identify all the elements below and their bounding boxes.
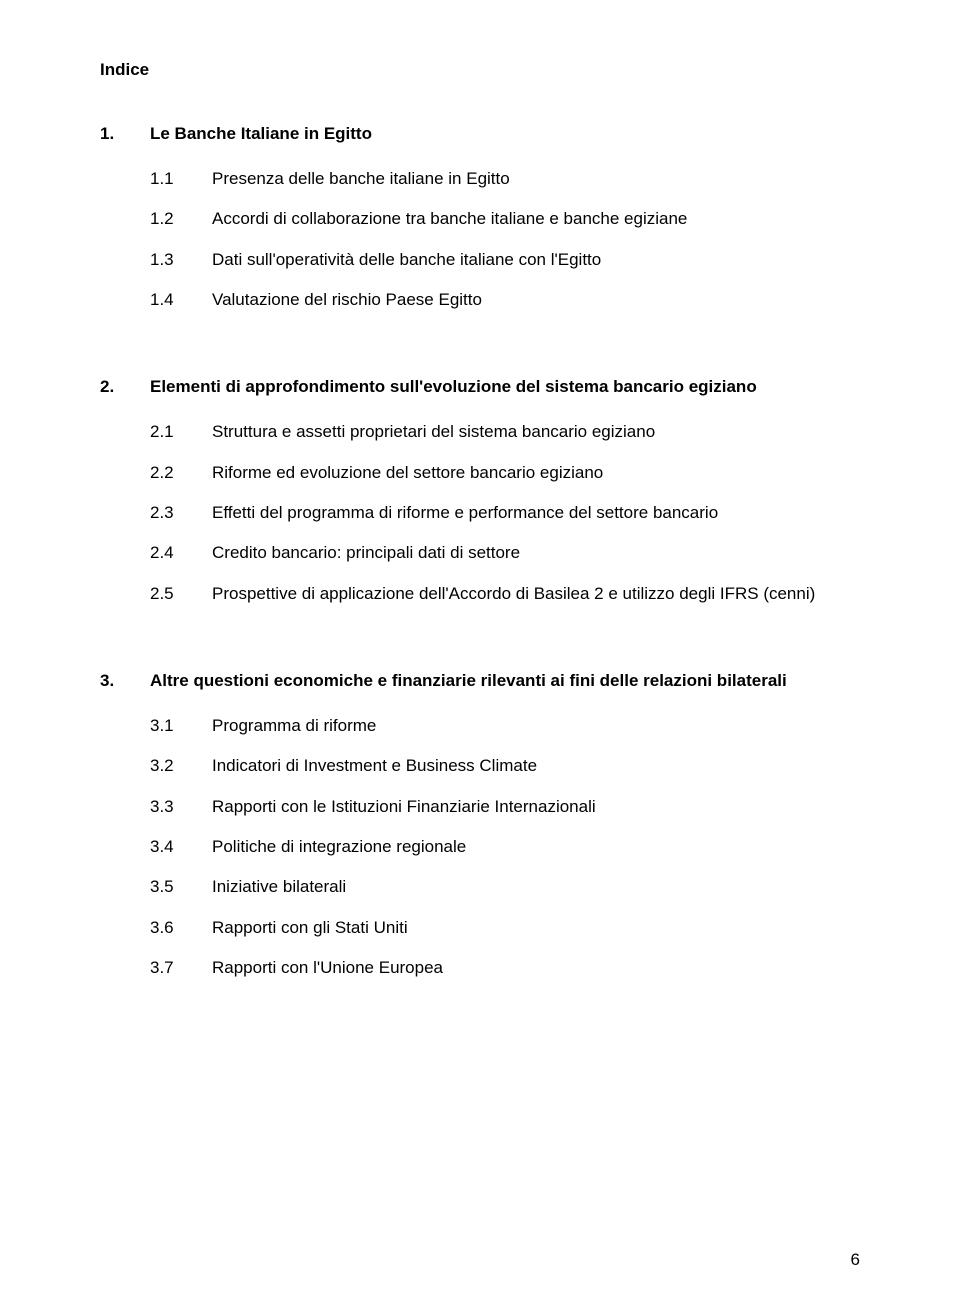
item-number: 1.1	[150, 166, 212, 192]
spacer	[100, 327, 860, 377]
toc-item: 3.4 Politiche di integrazione regionale	[100, 834, 860, 860]
item-number: 2.4	[150, 540, 212, 566]
item-text: Politiche di integrazione regionale	[212, 834, 860, 860]
toc-item: 1.4 Valutazione del rischio Paese Egitto	[100, 287, 860, 313]
item-text: Rapporti con l'Unione Europea	[212, 955, 860, 981]
section-title: Le Banche Italiane in Egitto	[150, 124, 860, 144]
item-text: Credito bancario: principali dati di set…	[212, 540, 860, 566]
item-text: Riforme ed evoluzione del settore bancar…	[212, 460, 860, 486]
item-text: Prospettive di applicazione dell'Accordo…	[212, 581, 860, 607]
spacer	[100, 621, 860, 671]
section-header: 2. Elementi di approfondimento sull'evol…	[100, 377, 860, 397]
section-number: 2.	[100, 377, 150, 397]
item-text: Effetti del programma di riforme e perfo…	[212, 500, 860, 526]
item-number: 1.4	[150, 287, 212, 313]
item-text: Rapporti con gli Stati Uniti	[212, 915, 860, 941]
item-text: Programma di riforme	[212, 713, 860, 739]
item-number: 3.4	[150, 834, 212, 860]
item-number: 1.3	[150, 247, 212, 273]
item-number: 2.1	[150, 419, 212, 445]
toc-item: 2.1 Struttura e assetti proprietari del …	[100, 419, 860, 445]
toc-item: 1.1 Presenza delle banche italiane in Eg…	[100, 166, 860, 192]
section-number: 3.	[100, 671, 150, 691]
toc-item: 3.1 Programma di riforme	[100, 713, 860, 739]
item-number: 3.6	[150, 915, 212, 941]
item-number: 3.3	[150, 794, 212, 820]
item-text: Rapporti con le Istituzioni Finanziarie …	[212, 794, 860, 820]
toc-item: 2.5 Prospettive di applicazione dell'Acc…	[100, 581, 860, 607]
toc-item: 1.2 Accordi di collaborazione tra banche…	[100, 206, 860, 232]
item-number: 2.2	[150, 460, 212, 486]
toc-item: 3.7 Rapporti con l'Unione Europea	[100, 955, 860, 981]
item-number: 2.5	[150, 581, 212, 607]
page-number: 6	[851, 1250, 860, 1270]
item-number: 3.5	[150, 874, 212, 900]
document-title: Indice	[100, 60, 860, 80]
section-number: 1.	[100, 124, 150, 144]
section-header: 1. Le Banche Italiane in Egitto	[100, 124, 860, 144]
section-title: Elementi di approfondimento sull'evoluzi…	[150, 377, 860, 397]
item-text: Indicatori di Investment e Business Clim…	[212, 753, 860, 779]
toc-item: 1.3 Dati sull'operatività delle banche i…	[100, 247, 860, 273]
item-number: 1.2	[150, 206, 212, 232]
item-text: Struttura e assetti proprietari del sist…	[212, 419, 860, 445]
item-number: 3.2	[150, 753, 212, 779]
document-page: Indice 1. Le Banche Italiane in Egitto 1…	[0, 0, 960, 1306]
toc-item: 3.6 Rapporti con gli Stati Uniti	[100, 915, 860, 941]
item-number: 3.1	[150, 713, 212, 739]
section-title: Altre questioni economiche e finanziarie…	[150, 671, 860, 691]
toc-item: 3.5 Iniziative bilaterali	[100, 874, 860, 900]
toc-item: 2.3 Effetti del programma di riforme e p…	[100, 500, 860, 526]
toc-item: 3.2 Indicatori di Investment e Business …	[100, 753, 860, 779]
item-text: Dati sull'operatività delle banche itali…	[212, 247, 860, 273]
item-text: Accordi di collaborazione tra banche ita…	[212, 206, 860, 232]
item-text: Iniziative bilaterali	[212, 874, 860, 900]
toc-item: 2.4 Credito bancario: principali dati di…	[100, 540, 860, 566]
item-text: Valutazione del rischio Paese Egitto	[212, 287, 860, 313]
section-header: 3. Altre questioni economiche e finanzia…	[100, 671, 860, 691]
item-text: Presenza delle banche italiane in Egitto	[212, 166, 860, 192]
toc-item: 3.3 Rapporti con le Istituzioni Finanzia…	[100, 794, 860, 820]
toc-item: 2.2 Riforme ed evoluzione del settore ba…	[100, 460, 860, 486]
item-number: 3.7	[150, 955, 212, 981]
item-number: 2.3	[150, 500, 212, 526]
